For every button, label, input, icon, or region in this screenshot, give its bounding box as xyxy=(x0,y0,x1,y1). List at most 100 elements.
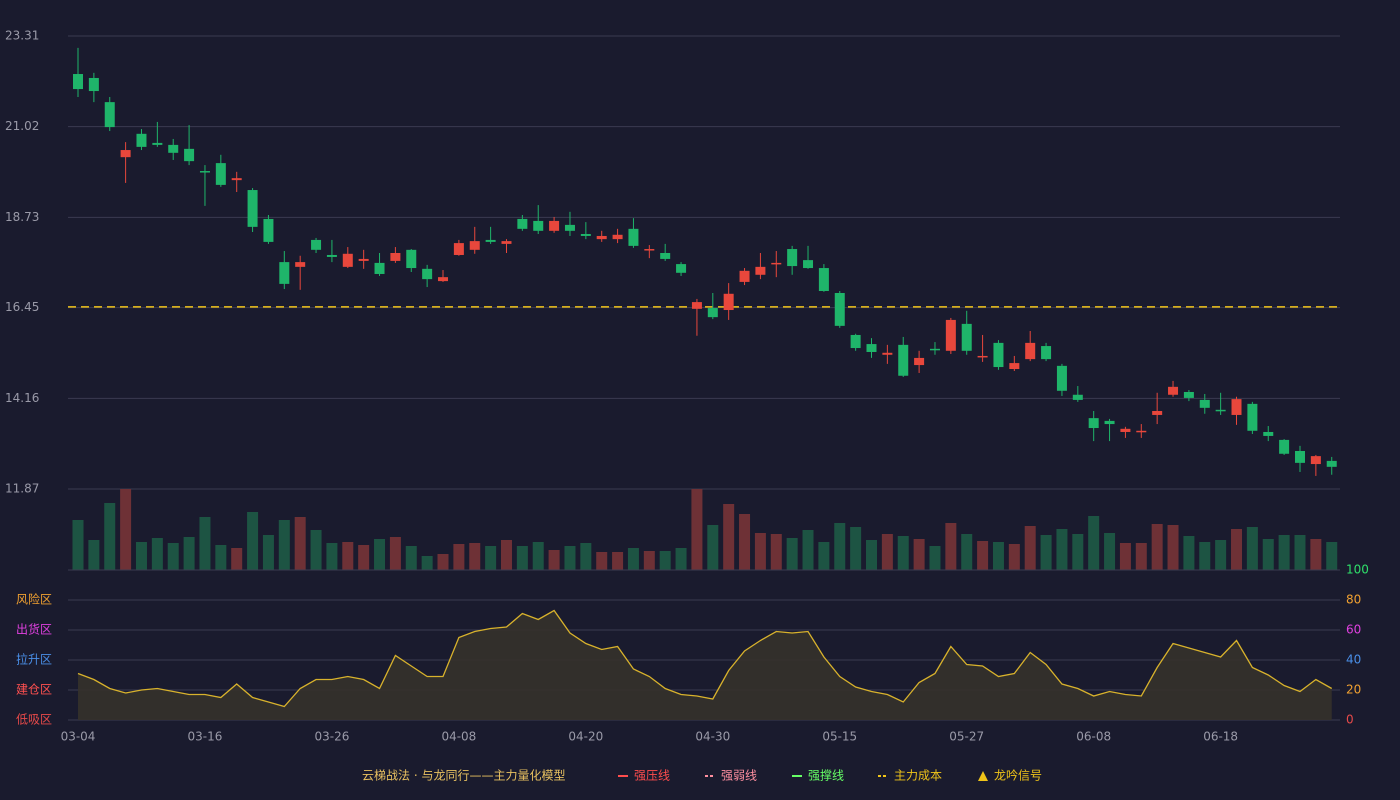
candle-body xyxy=(644,249,655,251)
zone-label: 风险区 xyxy=(16,592,52,607)
candle-body xyxy=(1136,430,1147,433)
volume-bar xyxy=(469,543,481,570)
candle-body xyxy=(914,357,925,366)
candle-body xyxy=(1279,439,1290,454)
volume-bar xyxy=(437,554,449,570)
volume-bar xyxy=(1278,535,1290,570)
candle-body xyxy=(88,77,99,92)
candle-body xyxy=(549,220,560,231)
candle-body xyxy=(1310,456,1321,465)
volume-bar xyxy=(342,542,354,570)
volume-bar xyxy=(485,546,497,570)
indicator-area xyxy=(78,610,1332,720)
x-tick-label: 04-20 xyxy=(568,730,603,744)
volume-bar xyxy=(596,552,608,570)
x-tick-label: 04-08 xyxy=(441,730,476,744)
volume-bar xyxy=(802,530,814,570)
volume-bar xyxy=(1119,543,1131,570)
y2-tick-label: 0 xyxy=(1346,713,1354,727)
volume-bar xyxy=(421,556,433,570)
volume-bar xyxy=(310,530,322,570)
volume-bar xyxy=(1262,539,1274,570)
volume-bar xyxy=(1008,544,1020,570)
candle-body xyxy=(1199,399,1210,408)
candle-body xyxy=(660,252,671,259)
candle-body xyxy=(707,308,718,318)
y2-tick-label: 100 xyxy=(1346,563,1369,577)
volume-bar xyxy=(278,520,290,570)
candle-body xyxy=(1215,409,1226,412)
candle-body xyxy=(453,243,464,255)
candle-body xyxy=(438,277,449,282)
candle-body xyxy=(1152,410,1163,415)
candle-body xyxy=(803,260,814,269)
x-tick-label: 06-18 xyxy=(1203,730,1238,744)
candle-body xyxy=(1088,418,1099,429)
candle-body xyxy=(247,190,258,227)
zone-label: 建仓区 xyxy=(16,683,52,697)
candle-body xyxy=(168,144,179,153)
candle-body xyxy=(533,220,544,231)
y-tick-label: 21.02 xyxy=(5,119,39,133)
volume-bar xyxy=(231,548,243,570)
volume-bar xyxy=(1199,542,1211,570)
x-tick-label: 06-08 xyxy=(1076,730,1111,744)
candle-body xyxy=(501,241,512,244)
zone-label: 低吸区 xyxy=(16,713,52,727)
volume-bar xyxy=(1310,539,1322,570)
volume-bar xyxy=(120,489,132,570)
candle-body xyxy=(215,163,226,185)
x-tick-label: 03-16 xyxy=(188,730,223,744)
volume-bar xyxy=(247,512,259,570)
candle-body xyxy=(929,348,940,351)
candle-body xyxy=(866,344,877,352)
y-tick-label: 18.73 xyxy=(5,210,39,224)
candle-body xyxy=(1009,363,1020,370)
x-tick-label: 05-27 xyxy=(949,730,984,744)
volume-bar xyxy=(151,538,163,570)
candle-body xyxy=(1231,399,1242,415)
y-tick-label: 23.31 xyxy=(5,29,39,43)
candle-body xyxy=(771,262,782,265)
candle-body xyxy=(1104,420,1115,425)
candle-body xyxy=(739,270,750,282)
volume-bar xyxy=(691,489,703,570)
candle-body xyxy=(152,142,163,145)
candle-body xyxy=(358,258,369,261)
candle-body xyxy=(469,241,480,250)
volume-bar xyxy=(183,537,195,570)
y2-tick-label: 40 xyxy=(1346,653,1361,667)
volume-bar xyxy=(104,503,116,570)
volume-bar xyxy=(262,535,274,570)
candle-body xyxy=(1056,365,1067,391)
indicator-line xyxy=(77,609,1333,708)
candle-body xyxy=(580,233,591,236)
volume-bar xyxy=(739,514,751,570)
y2-tick-label: 60 xyxy=(1346,623,1361,637)
volume-bar xyxy=(167,543,179,570)
candle-body xyxy=(406,249,417,269)
candle-body xyxy=(898,344,909,376)
volume-bar xyxy=(627,548,639,570)
candle-body xyxy=(945,319,956,351)
y2-tick-label: 20 xyxy=(1346,683,1361,697)
x-tick-label: 03-04 xyxy=(61,730,96,744)
volume-bar xyxy=(977,541,989,570)
candle-body xyxy=(104,102,115,128)
volume-bar xyxy=(389,537,401,570)
volume-bar xyxy=(961,534,973,570)
candle-body xyxy=(1041,346,1052,360)
volume-bar xyxy=(1151,524,1163,570)
candle-body xyxy=(342,253,353,267)
x-tick-label: 03-26 xyxy=(314,730,349,744)
volume-bar xyxy=(643,551,655,570)
candle-body xyxy=(628,228,639,246)
candle-body xyxy=(755,266,766,275)
candle-body xyxy=(676,264,687,273)
legend-label: 强压线 xyxy=(634,769,670,783)
legend-label: 强弱线 xyxy=(721,769,757,783)
volume-bar xyxy=(913,539,925,570)
volume-bar xyxy=(786,538,798,570)
volume-bar xyxy=(770,534,782,570)
